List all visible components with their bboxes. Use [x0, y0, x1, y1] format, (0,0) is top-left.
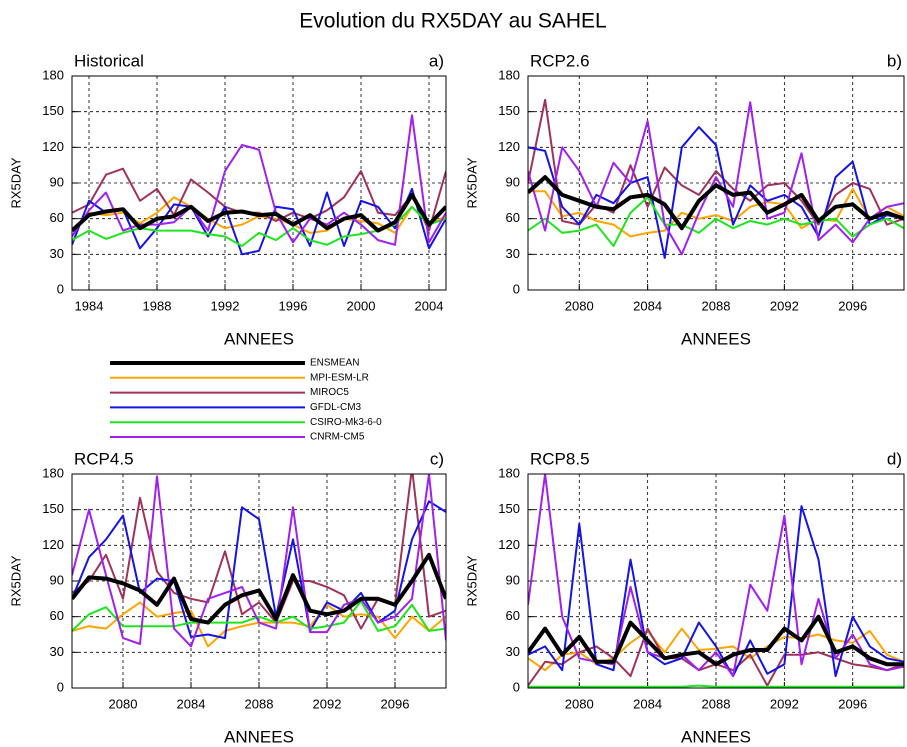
x-tick-label: 2084 — [633, 696, 662, 711]
y-tick-label: 60 — [506, 608, 520, 623]
y-tick-label: 30 — [506, 246, 520, 261]
x-tick-label: 2096 — [838, 696, 867, 711]
x-tick-label: 2000 — [347, 298, 376, 313]
y-tick-label: 90 — [50, 174, 64, 189]
x-tick-label: 1984 — [75, 298, 104, 313]
plot-lines — [72, 474, 446, 648]
x-axis-label: ANNEES — [224, 329, 294, 348]
legend-label: CNRM-CM5 — [310, 432, 365, 443]
series-line — [528, 505, 904, 678]
y-tick-label: 120 — [498, 139, 520, 154]
plot-lines — [528, 474, 904, 688]
x-tick-label: 1988 — [143, 298, 172, 313]
y-tick-label: 60 — [50, 210, 64, 225]
x-tick-label: 1996 — [279, 298, 308, 313]
series-line — [528, 187, 904, 238]
plot-frame — [527, 473, 905, 689]
y-tick-label: 30 — [506, 644, 520, 659]
y-tick-label: 60 — [506, 210, 520, 225]
y-axis-label: RX5DAY — [8, 157, 23, 208]
series-line — [528, 101, 904, 256]
panel-label: d) — [887, 449, 902, 468]
x-tick-label: 2080 — [565, 298, 594, 313]
plot-lines — [528, 98, 904, 259]
panel-title: Historical — [74, 51, 144, 70]
x-axis-label: ANNEES — [681, 329, 751, 348]
y-tick-label: 0 — [57, 281, 64, 296]
series-line — [72, 552, 446, 625]
plot-frame — [71, 473, 447, 689]
x-tick-label: 2084 — [177, 696, 206, 711]
y-tick-label: 90 — [506, 572, 520, 587]
y-axis-label: RX5DAY — [464, 555, 479, 606]
page-title: Evolution du RX5DAY au SAHEL — [299, 10, 606, 33]
plot-frame — [527, 75, 905, 291]
x-tick-label: 2096 — [838, 298, 867, 313]
x-tick-label: 2092 — [770, 298, 799, 313]
series-line — [72, 600, 446, 632]
y-tick-label: 30 — [50, 246, 64, 261]
x-tick-label: 2092 — [770, 696, 799, 711]
x-tick-label: 2092 — [313, 696, 342, 711]
panel-title: RCP2.6 — [530, 51, 590, 70]
y-tick-label: 180 — [42, 67, 64, 82]
y-tick-label: 180 — [498, 67, 520, 82]
y-tick-label: 180 — [42, 465, 64, 480]
x-tick-label: 2084 — [633, 298, 662, 313]
y-tick-label: 120 — [42, 537, 64, 552]
legend-label: MPI-ESM-LR — [310, 372, 369, 383]
x-tick-label: 2096 — [381, 696, 410, 711]
y-tick-label: 30 — [50, 644, 64, 659]
y-axis-label: RX5DAY — [464, 157, 479, 208]
series-line — [528, 196, 904, 247]
legend-label: CSIRO-Mk3-6-0 — [310, 417, 382, 428]
x-tick-label: 2004 — [415, 298, 444, 313]
panel-title: RCP8.5 — [530, 449, 590, 468]
x-axis-label: ANNEES — [224, 727, 294, 746]
series-line — [72, 500, 446, 640]
legend-label: MIROC5 — [310, 387, 349, 398]
x-tick-label: 2088 — [702, 696, 731, 711]
series-line — [528, 175, 904, 231]
y-axis-label: RX5DAY — [8, 555, 23, 606]
x-tick-label: 2080 — [565, 696, 594, 711]
x-tick-label: 1992 — [211, 298, 240, 313]
y-tick-label: 120 — [498, 537, 520, 552]
y-tick-label: 150 — [42, 103, 64, 118]
series-line — [528, 684, 904, 688]
x-tick-label: 2080 — [109, 696, 138, 711]
y-tick-label: 180 — [498, 465, 520, 480]
y-tick-label: 0 — [513, 281, 520, 296]
plot-lines — [72, 114, 446, 256]
y-tick-label: 150 — [42, 501, 64, 516]
y-tick-label: 150 — [498, 103, 520, 118]
panel-label: a) — [429, 51, 444, 70]
x-tick-label: 2088 — [245, 696, 274, 711]
legend-label: ENSMEAN — [310, 358, 359, 369]
y-tick-label: 150 — [498, 501, 520, 516]
panel-label: b) — [887, 51, 902, 70]
y-tick-label: 60 — [50, 608, 64, 623]
x-axis-label: ANNEES — [681, 727, 751, 746]
series-line — [72, 192, 446, 233]
series-line — [72, 474, 446, 648]
y-tick-label: 0 — [513, 679, 520, 694]
y-tick-label: 0 — [57, 679, 64, 694]
y-tick-label: 90 — [506, 174, 520, 189]
series-line — [72, 114, 446, 246]
series-line — [528, 98, 904, 226]
y-tick-label: 120 — [42, 139, 64, 154]
series-line — [72, 187, 446, 256]
series-line — [528, 614, 904, 667]
legend-label: GFDL-CM3 — [310, 402, 362, 413]
panel-title: RCP4.5 — [74, 449, 134, 468]
x-tick-label: 2088 — [702, 298, 731, 313]
panel-label: c) — [430, 449, 444, 468]
y-tick-label: 90 — [50, 572, 64, 587]
plot-frame — [71, 75, 447, 291]
